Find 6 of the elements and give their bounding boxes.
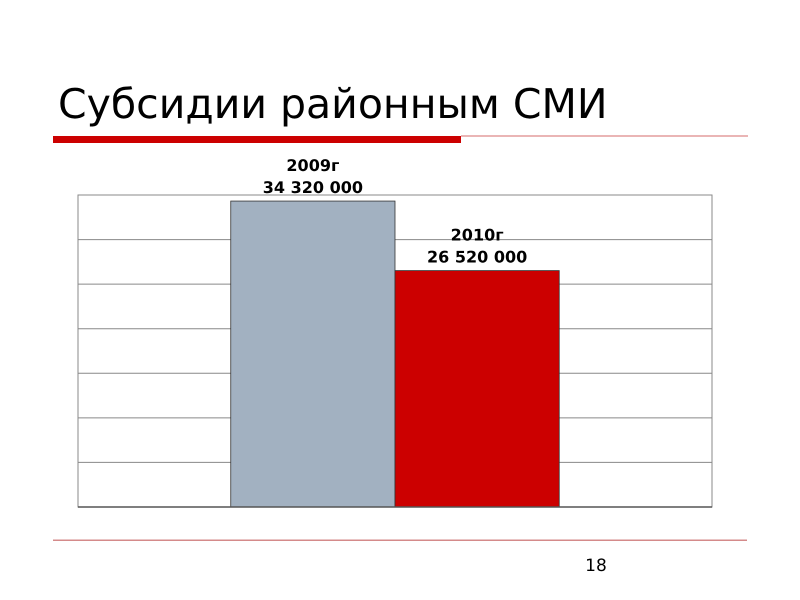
x-tick-label: 2009г [286, 156, 340, 176]
text: 18 [585, 556, 607, 576]
x-tick-label: 2010г [450, 226, 504, 245]
chart-title: Субсидии районным СМИ [58, 80, 608, 128]
data-label: 26 520 000 [427, 248, 528, 267]
data-label: 34 320 000 [262, 178, 363, 198]
